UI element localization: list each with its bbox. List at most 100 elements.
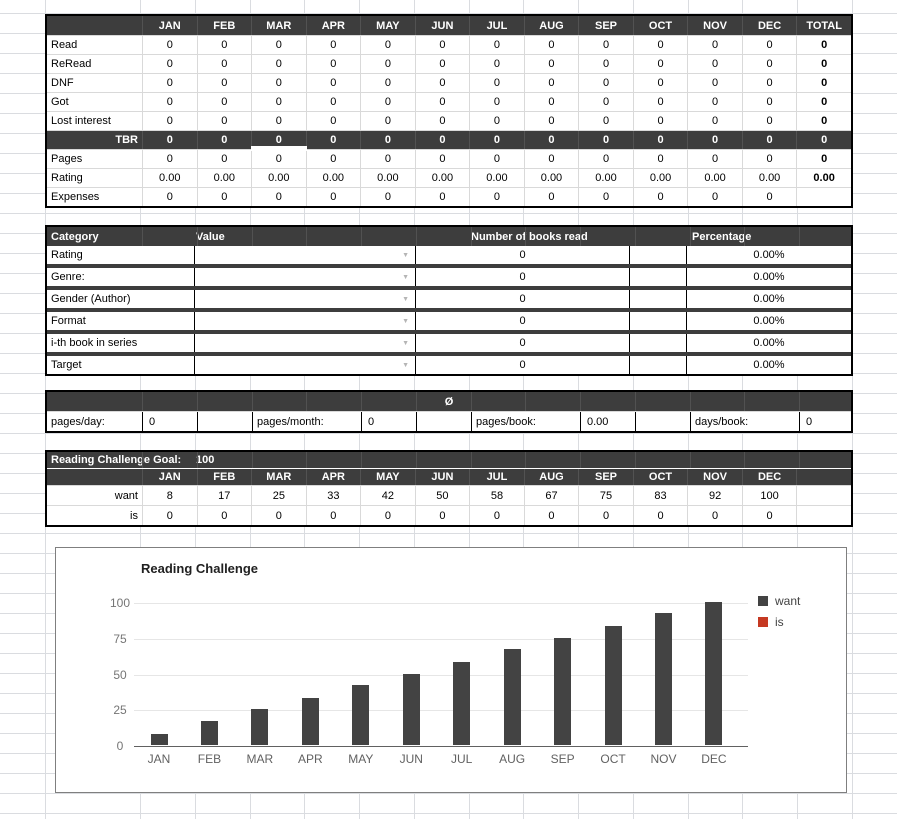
percentage-cell[interactable]: 0.00% (753, 337, 785, 349)
month-header-cell[interactable]: JAN (142, 469, 197, 485)
books-read-cell[interactable]: 0 (416, 268, 630, 286)
value-cell[interactable]: 0 (251, 55, 306, 73)
books-read-cell[interactable]: 0 (416, 290, 630, 308)
category-value-cell[interactable]: ▼ (195, 246, 416, 264)
value-cell[interactable]: 0 (687, 112, 742, 130)
row-label-cell[interactable]: Read (51, 39, 78, 51)
value-cell[interactable]: 0 (251, 150, 306, 168)
value-cell[interactable]: 0 (142, 74, 197, 92)
value-cell[interactable]: 0 (578, 150, 633, 168)
books-read-cell[interactable]: 0 (416, 312, 630, 330)
value-cell[interactable]: 0 (251, 506, 306, 525)
value-cell[interactable]: 0 (414, 506, 470, 525)
value-cell[interactable]: 0 (142, 506, 197, 525)
value-cell[interactable]: 0 (632, 150, 688, 168)
value-cell[interactable]: 0 (523, 55, 579, 73)
value-cell[interactable]: 0 (523, 93, 579, 111)
value-cell[interactable]: 0 (196, 150, 252, 168)
value-cell[interactable]: 83 (632, 486, 688, 505)
month-header-cell[interactable]: JUN (414, 16, 470, 35)
value-cell[interactable]: 0 (414, 131, 470, 149)
value-cell[interactable]: 0 (741, 150, 797, 168)
percentage-cell[interactable]: 0.00% (753, 315, 785, 327)
value-cell[interactable]: 0.00 (578, 169, 633, 187)
value-cell[interactable]: 0 (523, 506, 579, 525)
value-cell[interactable]: 0.00 (687, 169, 742, 187)
value-cell[interactable]: 0 (196, 93, 252, 111)
value-cell[interactable]: 0 (741, 55, 797, 73)
value-cell[interactable]: 0 (469, 74, 524, 92)
value-cell[interactable]: 0 (414, 112, 470, 130)
value-cell[interactable]: 0 (469, 55, 524, 73)
value-cell[interactable]: 0 (469, 93, 524, 111)
value-cell[interactable]: 0 (523, 150, 579, 168)
value-cell[interactable]: 0.00 (741, 169, 797, 187)
percentage-cell[interactable]: 0.00% (753, 293, 785, 305)
value-cell[interactable]: 50 (414, 486, 470, 505)
month-header-cell[interactable]: JAN (142, 16, 197, 35)
value-cell[interactable]: 0 (305, 506, 361, 525)
value-cell[interactable]: 0 (305, 188, 361, 206)
value-cell[interactable]: 0 (578, 55, 633, 73)
challenge-row-label[interactable]: want (114, 489, 138, 502)
month-header-cell[interactable]: JUN (414, 469, 470, 485)
value-cell[interactable]: 100 (741, 486, 797, 505)
value-cell[interactable]: 0 (360, 131, 415, 149)
value-cell[interactable]: 0 (196, 188, 252, 206)
category-value-cell[interactable]: ▼ (195, 290, 416, 308)
value-cell[interactable]: 0 (469, 131, 524, 149)
books-read-cell[interactable]: 0 (416, 334, 630, 352)
books-read-cell[interactable]: 0 (416, 356, 630, 374)
month-header-cell[interactable]: FEB (196, 16, 252, 35)
value-cell[interactable]: 0.00 (632, 169, 688, 187)
value-cell[interactable]: 33 (305, 486, 361, 505)
month-header-cell[interactable]: SEP (578, 469, 633, 485)
total-cell[interactable] (796, 188, 851, 206)
value-cell[interactable]: 0 (687, 188, 742, 206)
category-label-cell[interactable]: Gender (Author) (47, 290, 195, 308)
value-cell[interactable]: 0 (741, 188, 797, 206)
month-header-cell[interactable]: JUL (469, 469, 524, 485)
value-cell[interactable]: 0 (142, 93, 197, 111)
dropdown-arrow-icon[interactable]: ▼ (402, 273, 409, 281)
value-cell[interactable]: 0 (687, 36, 742, 54)
value-cell[interactable]: 0 (741, 93, 797, 111)
value-cell[interactable]: 0 (142, 150, 197, 168)
value-cell[interactable]: 0 (632, 506, 688, 525)
value-cell[interactable]: 0 (687, 506, 742, 525)
month-header-cell[interactable]: NOV (687, 16, 742, 35)
month-header-cell[interactable]: MAY (360, 16, 415, 35)
value-cell[interactable]: 0 (523, 112, 579, 130)
value-cell[interactable]: 0 (632, 93, 688, 111)
value-cell[interactable]: 0 (414, 36, 470, 54)
value-cell[interactable]: 0 (414, 150, 470, 168)
row-label-cell[interactable]: DNF (51, 77, 74, 89)
value-cell[interactable]: 0 (632, 188, 688, 206)
value-cell[interactable]: 0 (360, 150, 415, 168)
row-label-cell[interactable]: Got (51, 96, 69, 108)
month-header-cell[interactable]: DEC (741, 16, 797, 35)
value-cell[interactable]: 0 (687, 74, 742, 92)
value-cell[interactable]: 92 (687, 486, 742, 505)
value-cell[interactable]: 0 (687, 131, 742, 149)
value-cell[interactable]: 0 (578, 188, 633, 206)
value-cell[interactable]: 0 (196, 131, 252, 149)
value-cell[interactable]: 0 (414, 74, 470, 92)
category-value-cell[interactable]: ▼ (195, 356, 416, 374)
value-cell[interactable]: 0 (741, 506, 797, 525)
total-cell[interactable]: 0 (796, 112, 851, 130)
value-cell[interactable]: 0 (632, 55, 688, 73)
books-read-cell[interactable]: 0 (416, 246, 630, 264)
value-cell[interactable]: 0 (578, 93, 633, 111)
value-cell[interactable]: 0 (687, 93, 742, 111)
category-label-cell[interactable]: Format (47, 312, 195, 330)
month-header-cell[interactable]: DEC (741, 469, 797, 485)
dropdown-arrow-icon[interactable]: ▼ (402, 339, 409, 347)
value-cell[interactable]: 0 (469, 150, 524, 168)
value-cell[interactable]: 0 (523, 131, 579, 149)
month-header-cell[interactable]: OCT (632, 16, 688, 35)
value-cell[interactable]: 0 (360, 112, 415, 130)
value-cell[interactable]: 0 (578, 36, 633, 54)
corner-cell[interactable] (47, 16, 142, 35)
value-cell[interactable]: 0 (523, 74, 579, 92)
